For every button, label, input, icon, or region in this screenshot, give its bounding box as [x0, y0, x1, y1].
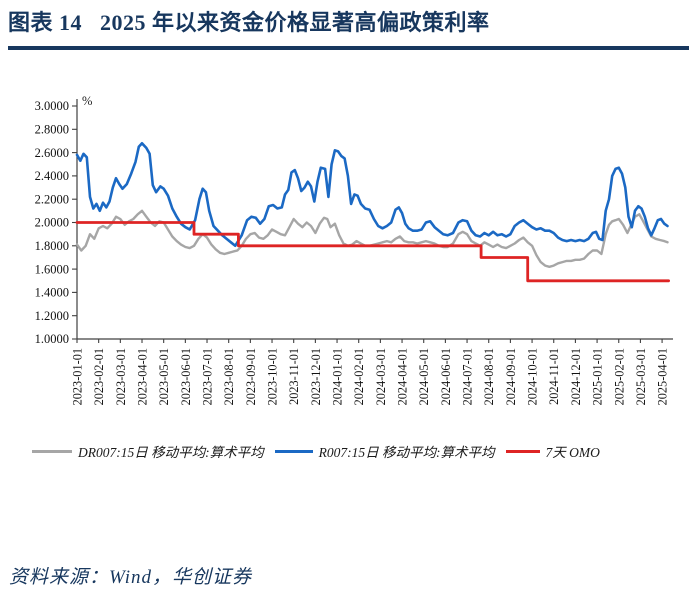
x-axis-tick-label: 2025-03-01	[634, 348, 648, 405]
series-line-0	[75, 209, 669, 268]
r007-line-swatch	[274, 449, 313, 453]
source-note: 资料来源：Wind，华创证券	[9, 567, 253, 588]
legend-label-dr007: DR007:15日 移动平均:算术平均	[78, 445, 264, 460]
x-axis-tick-label: 2024-09-01	[504, 348, 518, 405]
x-axis-tick-label: 2023-10-01	[266, 348, 280, 405]
x-axis-tick-label: 2024-05-01	[417, 348, 431, 405]
x-axis-tick-label: 2024-01-01	[331, 348, 345, 405]
chart-legend: DR007:15日 移动平均:算术平均 R007:15日 移动平均:算术平均 7…	[32, 441, 672, 461]
figure-label: 图表 14	[8, 10, 83, 35]
x-axis-tick-label: 2024-12-01	[569, 348, 583, 405]
series-line-1	[75, 142, 669, 248]
x-axis-tick-label: 2023-11-01	[287, 348, 301, 405]
x-axis-tick-label: 2023-03-01	[114, 348, 128, 405]
y-axis-tick-label: 2.6000	[35, 146, 69, 160]
y-axis-tick-label: 1.2000	[35, 309, 69, 323]
y-axis-tick-label: 1.6000	[35, 262, 69, 276]
x-axis-tick-label: 2025-02-01	[612, 348, 626, 405]
x-axis-tick-label: 2024-06-01	[439, 348, 453, 405]
legend-item-omo: 7天 OMO	[505, 441, 600, 461]
y-axis-unit-label: %	[82, 94, 92, 108]
x-axis-tick-label: 2023-01-01	[71, 348, 85, 405]
x-axis-tick-label: 2023-02-01	[92, 348, 106, 405]
dr007-line-swatch	[32, 449, 72, 453]
y-axis-tick-label: 2.8000	[35, 123, 69, 137]
y-axis-tick-label: 2.2000	[35, 192, 69, 206]
x-axis-tick-label: 2023-08-01	[222, 348, 236, 405]
y-axis-tick-label: 1.8000	[35, 239, 69, 253]
series-line-2	[75, 221, 670, 283]
figure-title-text: 2025 年以来资金价格显著高偏政策利率	[100, 10, 490, 35]
x-axis-tick-label: 2024-04-01	[396, 348, 410, 405]
y-axis-tick-label: 3.0000	[35, 99, 69, 113]
x-axis-tick-label: 2024-10-01	[526, 348, 540, 405]
x-axis-tick-label: 2023-07-01	[201, 348, 215, 405]
x-axis-tick-label: 2024-07-01	[461, 348, 475, 405]
legend-item-dr007: DR007:15日 移动平均:算术平均	[32, 441, 264, 461]
x-axis-tick-label: 2023-12-01	[309, 348, 323, 405]
x-axis-tick-label: 2023-06-01	[179, 348, 193, 405]
x-axis-tick-label: 2024-11-01	[547, 348, 561, 405]
legend-item-r007: R007:15日 移动平均:算术平均	[274, 441, 495, 461]
x-axis-tick-label: 2023-09-01	[244, 348, 258, 405]
x-axis-tick-label: 2023-05-01	[157, 348, 171, 405]
x-axis-tick-label: 2024-02-01	[352, 348, 366, 405]
x-axis-tick-label: 2025-01-01	[591, 348, 605, 405]
legend-label-r007: R007:15日 移动平均:算术平均	[318, 445, 495, 460]
y-axis-tick-label: 1.4000	[35, 286, 69, 300]
y-axis-tick-label: 2.4000	[35, 169, 69, 183]
x-axis-tick-label: 2024-08-01	[482, 348, 496, 405]
y-axis-tick-label: 1.0000	[35, 332, 69, 346]
title-divider	[8, 46, 689, 50]
x-axis-tick-label: 2025-04-01	[656, 348, 670, 405]
legend-label-omo: 7天 OMO	[545, 445, 600, 460]
x-axis-tick-label: 2023-04-01	[136, 348, 150, 405]
figure-title-row: 图表 14 2025 年以来资金价格显著高偏政策利率	[8, 5, 490, 37]
omo-line-swatch	[505, 449, 540, 453]
y-axis-tick-label: 2.0000	[35, 216, 69, 230]
x-axis-tick-label: 2024-03-01	[374, 348, 388, 405]
